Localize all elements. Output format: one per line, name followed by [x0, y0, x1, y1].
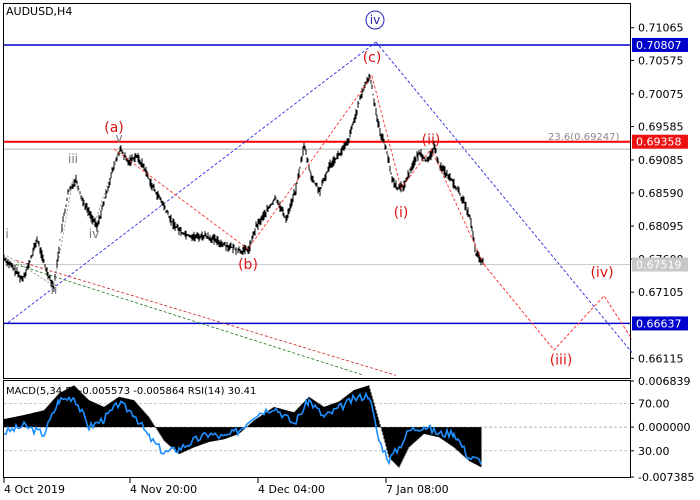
price-tag-bg-0 — [632, 37, 688, 52]
time-tick-label-1: 4 Nov 20:00 — [130, 483, 197, 496]
price-tick-label-4: 0.69085 — [638, 154, 684, 167]
price-tick-label-1: 0.70575 — [638, 54, 684, 67]
price-tag-bg-2 — [632, 257, 688, 272]
channel-lines — [7, 41, 633, 353]
wave-path — [6, 75, 485, 287]
channel-line-0 — [7, 41, 377, 323]
forecast-line — [483, 264, 633, 351]
wave-label-1: (b) — [238, 257, 258, 273]
price-tick-label-3: 0.69585 — [638, 121, 684, 134]
channel-line-1 — [375, 41, 633, 353]
price-tick-label-8: 0.67105 — [638, 286, 684, 299]
wave-label-11: i — [5, 227, 8, 241]
rsi-line — [3, 391, 482, 466]
time-axis: 4 Oct 2019 4 Nov 20:00 4 Dec 04:00 7 Jan 08… — [3, 478, 449, 496]
price-bars — [3, 73, 484, 292]
price-tags: 0.70807 0.69358 0.67519 0.66637 — [632, 37, 688, 331]
price-tag-bg-3 — [632, 316, 688, 331]
macd-histogram — [3, 385, 482, 468]
descending-line-1 — [15, 264, 365, 376]
wave-label-9: iv — [89, 227, 99, 241]
descending-line-0 — [15, 260, 397, 376]
ind-tick-label-4: -0.007385 — [638, 471, 694, 484]
wave-label-5: (iii) — [550, 353, 573, 369]
wave-label-8: iii — [68, 152, 78, 166]
wave-label-10: ii — [51, 283, 58, 297]
forecast-path — [483, 264, 633, 351]
price-tag-bg-1 — [632, 134, 688, 149]
indicator-frame — [3, 380, 631, 478]
price-tag-2: 0.67519 — [636, 259, 682, 272]
wave-label-0: (a) — [104, 120, 124, 136]
wave-label-12: iv — [370, 13, 380, 27]
time-tick-label-3: 7 Jan 08:00 — [386, 483, 449, 496]
wave-label-2: (c) — [363, 50, 382, 66]
indicator-pane — [3, 385, 630, 468]
ind-tick-label-3: 30.00 — [638, 445, 670, 458]
price-tag-1: 0.69358 — [636, 136, 682, 149]
ind-tick-label-1: 70.00 — [638, 398, 670, 411]
price-axis: 0.71065 0.70575 0.70075 0.69585 0.69085 0.685… — [630, 22, 694, 484]
price-tick-label-5: 0.68590 — [638, 187, 684, 200]
ind-tick-label-2: 0.000000 — [638, 421, 691, 434]
main-chart-frame — [3, 3, 631, 379]
descending-trend-lines — [15, 260, 397, 376]
price-tick-label-6: 0.68095 — [638, 220, 684, 233]
wave-label-circle — [365, 10, 385, 30]
price-series — [3, 73, 484, 292]
wave-path-red — [113, 75, 485, 265]
price-tick-label-9: 0.66115 — [638, 352, 684, 365]
symbol-title: AUDUSD,H4 — [6, 5, 72, 18]
fib-level-label: 23.6(0.69247) — [548, 132, 620, 143]
wave-label-3: (i) — [394, 205, 409, 221]
wave-label-4: (ii) — [422, 132, 441, 148]
price-tag-0: 0.70807 — [636, 39, 682, 52]
horizontal-levels — [4, 44, 630, 325]
price-tag-3: 0.66637 — [636, 317, 682, 330]
time-tick-label-2: 4 Dec 04:00 — [258, 483, 325, 496]
wave-path-gray — [6, 148, 120, 287]
price-tick-label-2: 0.70075 — [638, 88, 684, 101]
time-tick-label-0: 4 Oct 2019 — [4, 483, 65, 496]
ind-tick-label-0: 0.006839 — [638, 375, 691, 388]
wave-label-7: v — [115, 131, 122, 145]
price-tick-label-0: 0.71065 — [638, 22, 684, 35]
indicator-title: MACD(5,34,5) -0.005573 -0.005864 RSI(14)… — [6, 386, 256, 397]
wave-label-6: (iv) — [590, 265, 613, 281]
